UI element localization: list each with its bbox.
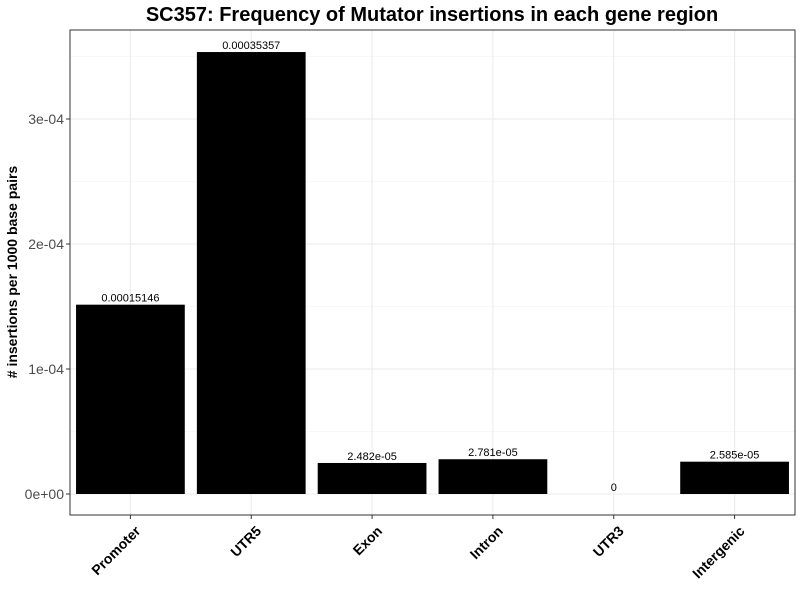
y-axis-label: # insertions per 1000 base pairs <box>4 166 20 379</box>
bar-promoter <box>76 304 185 494</box>
data-label-promoter: 0.00015146 <box>101 293 159 305</box>
bar-utr5 <box>196 52 306 494</box>
y-tick-label: 1e-04 <box>28 361 64 377</box>
data-label-intron: 2.781e-05 <box>468 447 518 459</box>
x-tick-label-promoter: Promoter <box>88 522 144 578</box>
data-label-utr5: 0.00035357 <box>222 40 280 52</box>
plot-border <box>69 29 796 516</box>
x-tick-label-utr3: UTR3 <box>590 523 627 560</box>
bar-intergenic <box>680 461 789 494</box>
x-tick-label-utr5: UTR5 <box>227 523 264 560</box>
data-label-intergenic: 2.585e-05 <box>710 450 760 462</box>
y-tick-label: 2e-04 <box>28 236 64 252</box>
bar-exon <box>317 462 427 494</box>
x-tick-label-intron: Intron <box>467 523 506 562</box>
y-tick-label: 3e-04 <box>28 111 64 127</box>
chart-title: SC357: Frequency of Mutator insertions i… <box>146 4 718 26</box>
plot-panel <box>70 30 795 515</box>
x-tick-label-intergenic: Intergenic <box>689 523 748 582</box>
x-tick-label-exon: Exon <box>350 523 386 559</box>
data-label-exon: 2.482e-05 <box>347 451 397 463</box>
bar-intron <box>438 459 548 494</box>
y-tick-label: 0e+00 <box>25 486 65 502</box>
plot-area: 0.00015146 0.00035357 2.482e-05 2.781e-05 0 2… <box>25 29 796 582</box>
data-label-utr3: 0 <box>611 482 617 494</box>
